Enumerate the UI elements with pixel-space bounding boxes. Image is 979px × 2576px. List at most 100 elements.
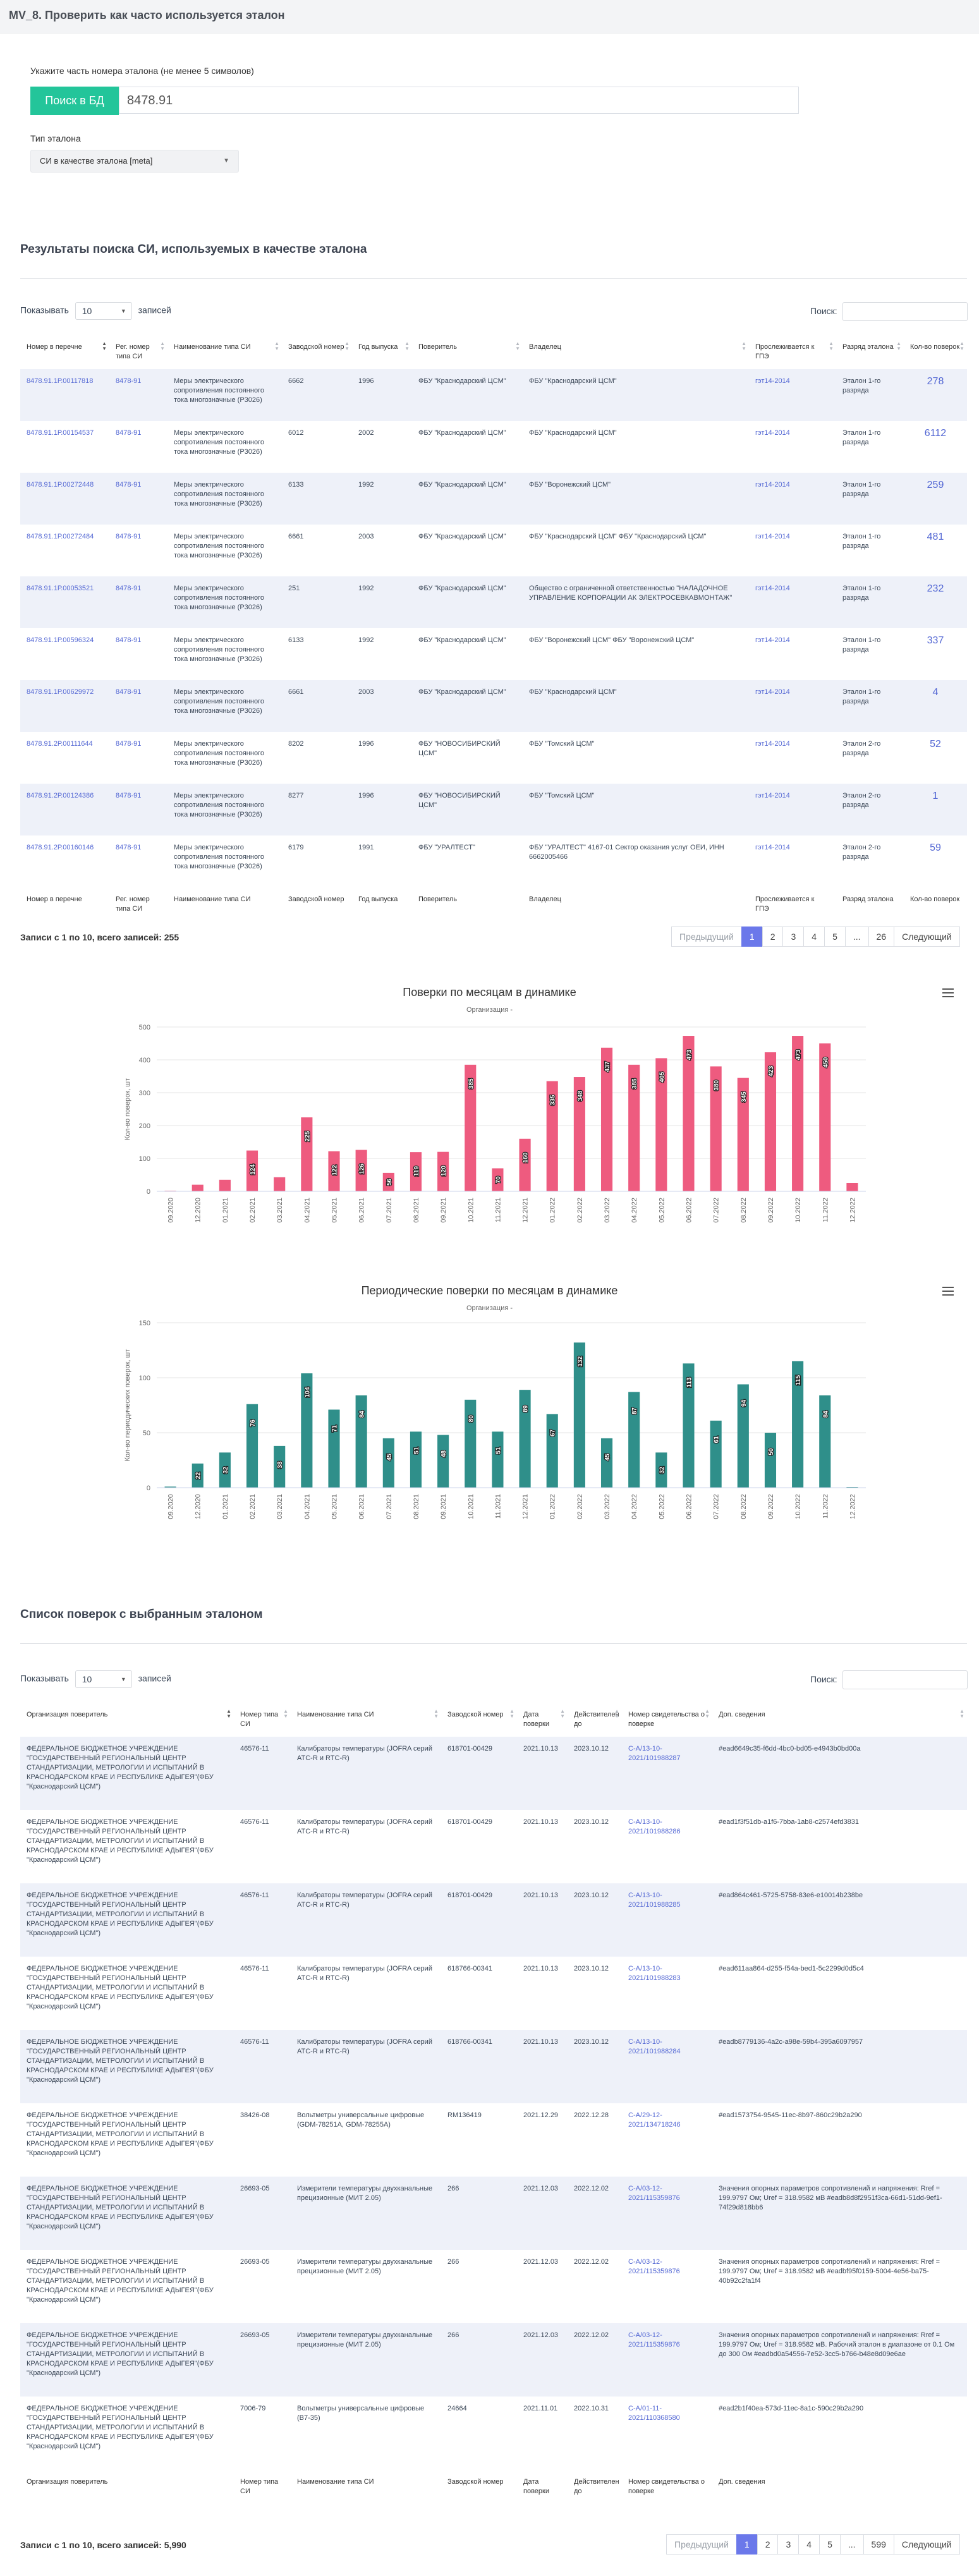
bar[interactable] xyxy=(819,1395,831,1488)
bar[interactable] xyxy=(573,1342,585,1488)
table-row[interactable]: 8478.91.1Р.00154537 8478-91 Меры электриче… xyxy=(20,421,967,473)
bar[interactable] xyxy=(655,1452,667,1488)
table-row[interactable]: ФЕДЕРАЛЬНОЕ БЮДЖЕТНОЕ УЧРЕЖДЕНИЕ "ГОСУДА… xyxy=(20,2177,967,2250)
bar[interactable] xyxy=(600,1438,613,1488)
bar[interactable] xyxy=(382,1438,394,1488)
bar[interactable] xyxy=(437,1435,449,1488)
cell-num[interactable]: 8478.91.1Р.00117818 xyxy=(27,377,94,385)
etalon-type-select[interactable]: СИ в качестве эталона [meta] ▼ xyxy=(30,150,239,173)
column-header[interactable]: Наименование типа СИ ▲ ▼ xyxy=(174,341,279,351)
column-header[interactable]: Номер типа СИ ▲ ▼ xyxy=(240,1708,288,1728)
column-header[interactable]: Дата поверки ▲ ▼ xyxy=(523,1708,565,1728)
cell-cert[interactable]: С-А/03-12-2021/115359876 xyxy=(628,2185,680,2202)
cell-gpe[interactable]: гэт14-2014 xyxy=(755,688,790,696)
bar[interactable] xyxy=(410,1431,422,1488)
bar[interactable] xyxy=(274,1177,286,1191)
pager-next-button[interactable]: Следующий xyxy=(894,927,960,947)
cell-count[interactable]: 278 xyxy=(927,376,944,387)
menu-icon[interactable] xyxy=(942,1287,954,1296)
bar[interactable] xyxy=(301,1117,313,1191)
column-header[interactable]: Прослеживается к ГПЭ ▲ ▼ xyxy=(755,341,834,361)
bar[interactable] xyxy=(246,1404,258,1488)
menu-icon[interactable] xyxy=(942,988,954,997)
column-header[interactable]: Действителен до ▲ ▼ xyxy=(574,1708,619,1728)
bar[interactable] xyxy=(710,1066,722,1191)
bar[interactable] xyxy=(846,1183,858,1191)
cell-cert[interactable]: С-А/01-11-2021/110368580 xyxy=(628,2405,680,2422)
column-header[interactable]: Доп. сведения ▲ ▼ xyxy=(719,1708,964,1719)
bar[interactable] xyxy=(437,1151,449,1191)
column-header[interactable]: Заводской номер ▲ ▼ xyxy=(288,341,350,351)
table-row[interactable]: ФЕДЕРАЛЬНОЕ БЮДЖЕТНОЕ УЧРЕЖДЕНИЕ "ГОСУДА… xyxy=(20,2250,967,2323)
column-header[interactable]: Год выпуска ▲ ▼ xyxy=(358,341,410,351)
cell-gpe[interactable]: гэт14-2014 xyxy=(755,844,790,851)
table-row[interactable]: 8478.91.1Р.00272448 8478-91 Меры электриче… xyxy=(20,473,967,525)
cell-reg[interactable]: 8478-91 xyxy=(116,688,142,696)
table-row[interactable]: ФЕДЕРАЛЬНОЕ БЮДЖЕТНОЕ УЧРЕЖДЕНИЕ "ГОСУДА… xyxy=(20,2397,967,2470)
cell-gpe[interactable]: гэт14-2014 xyxy=(755,740,790,748)
verifications-search-input[interactable] xyxy=(842,1670,968,1689)
bar[interactable] xyxy=(219,1452,231,1488)
bar[interactable] xyxy=(355,1395,367,1488)
cell-gpe[interactable]: гэт14-2014 xyxy=(755,429,790,437)
table-row[interactable]: 8478.91.2Р.00111644 8478-91 Меры электриче… xyxy=(20,732,967,784)
column-header[interactable]: Кол-во поверок ▲ ▼ xyxy=(910,341,964,351)
cell-gpe[interactable]: гэт14-2014 xyxy=(755,481,790,489)
cell-reg[interactable]: 8478-91 xyxy=(116,481,142,489)
table-row[interactable]: ФЕДЕРАЛЬНОЕ БЮДЖЕТНОЕ УЧРЕЖДЕНИЕ "ГОСУДА… xyxy=(20,2030,967,2103)
table-row[interactable]: 8478.91.1Р.00117818 8478-91 Меры электриче… xyxy=(20,369,967,421)
cell-cert[interactable]: С-А/13-10-2021/101988284 xyxy=(628,2038,681,2055)
cell-cert[interactable]: С-А/03-12-2021/115359876 xyxy=(628,2331,680,2348)
pager-page-4[interactable]: 4 xyxy=(798,2534,820,2555)
cell-count[interactable]: 481 xyxy=(927,532,944,542)
bar[interactable] xyxy=(683,1363,695,1488)
bar[interactable] xyxy=(355,1150,367,1191)
verifications-page-size-select[interactable]: 10 ▼ xyxy=(75,1670,132,1688)
cell-count[interactable]: 232 xyxy=(927,583,944,594)
pager-page-3[interactable]: 3 xyxy=(777,2534,800,2555)
cell-reg[interactable]: 8478-91 xyxy=(116,585,142,592)
bar[interactable] xyxy=(628,1064,640,1191)
table-row[interactable]: 8478.91.2Р.00124386 8478-91 Меры электриче… xyxy=(20,784,967,835)
column-header[interactable]: Разряд эталона ▲ ▼ xyxy=(842,341,901,351)
cell-cert[interactable]: С-А/29-12-2021/134718246 xyxy=(628,2111,681,2129)
column-header[interactable]: Заводской номер ▲ ▼ xyxy=(447,1708,514,1719)
bar[interactable] xyxy=(465,1399,477,1488)
cell-cert[interactable]: С-А/03-12-2021/115359876 xyxy=(628,2258,680,2275)
search-db-button[interactable]: Поиск в БД xyxy=(30,87,119,115)
cell-num[interactable]: 8478.91.1Р.00629972 xyxy=(27,688,94,696)
bar[interactable] xyxy=(573,1077,585,1191)
etalon-number-input[interactable]: 8478.91 xyxy=(119,87,799,114)
cell-gpe[interactable]: гэт14-2014 xyxy=(755,792,790,799)
bar[interactable] xyxy=(492,1431,504,1488)
results-search-input[interactable] xyxy=(842,302,968,321)
table-row[interactable]: ФЕДЕРАЛЬНОЕ БЮДЖЕТНОЕ УЧРЕЖДЕНИЕ "ГОСУДА… xyxy=(20,2103,967,2177)
bar[interactable] xyxy=(274,1445,286,1488)
cell-num[interactable]: 8478.91.1Р.00596324 xyxy=(27,636,94,644)
cell-reg[interactable]: 8478-91 xyxy=(116,740,142,748)
bar[interactable] xyxy=(600,1047,613,1191)
bar[interactable] xyxy=(737,1078,749,1191)
bar[interactable] xyxy=(410,1152,422,1191)
cell-reg[interactable]: 8478-91 xyxy=(116,429,142,437)
bar[interactable] xyxy=(219,1179,231,1191)
cell-reg[interactable]: 8478-91 xyxy=(116,792,142,799)
bar[interactable] xyxy=(246,1150,258,1191)
bar[interactable] xyxy=(819,1043,831,1191)
bar[interactable] xyxy=(792,1361,804,1488)
pager-page-5[interactable]: 5 xyxy=(819,2534,841,2555)
cell-count[interactable]: 337 xyxy=(927,635,944,646)
cell-cert[interactable]: С-А/13-10-2021/101988283 xyxy=(628,1965,681,1982)
cell-cert[interactable]: С-А/13-10-2021/101988286 xyxy=(628,1818,681,1835)
table-row[interactable]: 8478.91.1Р.00272484 8478-91 Меры электриче… xyxy=(20,525,967,576)
cell-num[interactable]: 8478.91.1Р.00272448 xyxy=(27,481,94,489)
column-header[interactable]: Номер в перечне ▲ ▼ xyxy=(27,341,107,351)
bar[interactable] xyxy=(655,1058,667,1191)
column-header[interactable]: Рег. номер типа СИ ▲ ▼ xyxy=(116,341,165,361)
bar[interactable] xyxy=(764,1433,777,1488)
cell-num[interactable]: 8478.91.1Р.00154537 xyxy=(27,429,94,437)
bar[interactable] xyxy=(683,1036,695,1191)
cell-gpe[interactable]: гэт14-2014 xyxy=(755,377,790,385)
bar[interactable] xyxy=(328,1409,340,1488)
pager-page-2[interactable]: 2 xyxy=(757,2534,779,2555)
